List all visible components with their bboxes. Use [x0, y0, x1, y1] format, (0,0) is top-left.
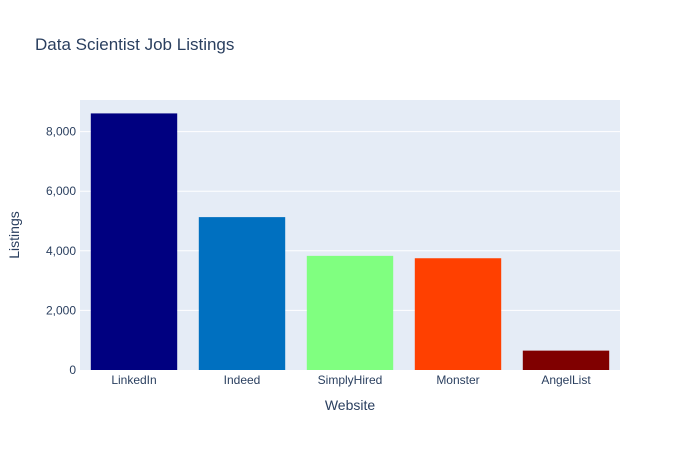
- bar-simplyhired[interactable]: [306, 255, 394, 370]
- bar-indeed[interactable]: [198, 217, 286, 370]
- y-axis-ticks: 0 2,000 4,000 6,000 8,000: [46, 125, 76, 377]
- y-tick-label: 0: [69, 363, 76, 377]
- bar-linkedin[interactable]: [90, 113, 178, 371]
- y-axis-title: Listings: [6, 211, 22, 258]
- x-tick-label: Indeed: [224, 373, 261, 387]
- x-axis-title: Website: [325, 397, 376, 413]
- bar-angellist[interactable]: [522, 350, 610, 370]
- x-tick-label: LinkedIn: [111, 373, 156, 387]
- x-tick-label: Monster: [436, 373, 479, 387]
- x-tick-label: SimplyHired: [318, 373, 383, 387]
- y-tick-label: 8,000: [46, 125, 76, 139]
- y-tick-label: 6,000: [46, 184, 76, 198]
- x-tick-label: AngelList: [541, 373, 591, 387]
- chart-title: Data Scientist Job Listings: [35, 35, 234, 54]
- x-axis-ticks: LinkedIn Indeed SimplyHired Monster AngelLis…: [111, 373, 591, 387]
- bars: [90, 113, 610, 371]
- bar-monster[interactable]: [414, 258, 502, 370]
- y-tick-label: 2,000: [46, 303, 76, 317]
- y-tick-label: 4,000: [46, 244, 76, 258]
